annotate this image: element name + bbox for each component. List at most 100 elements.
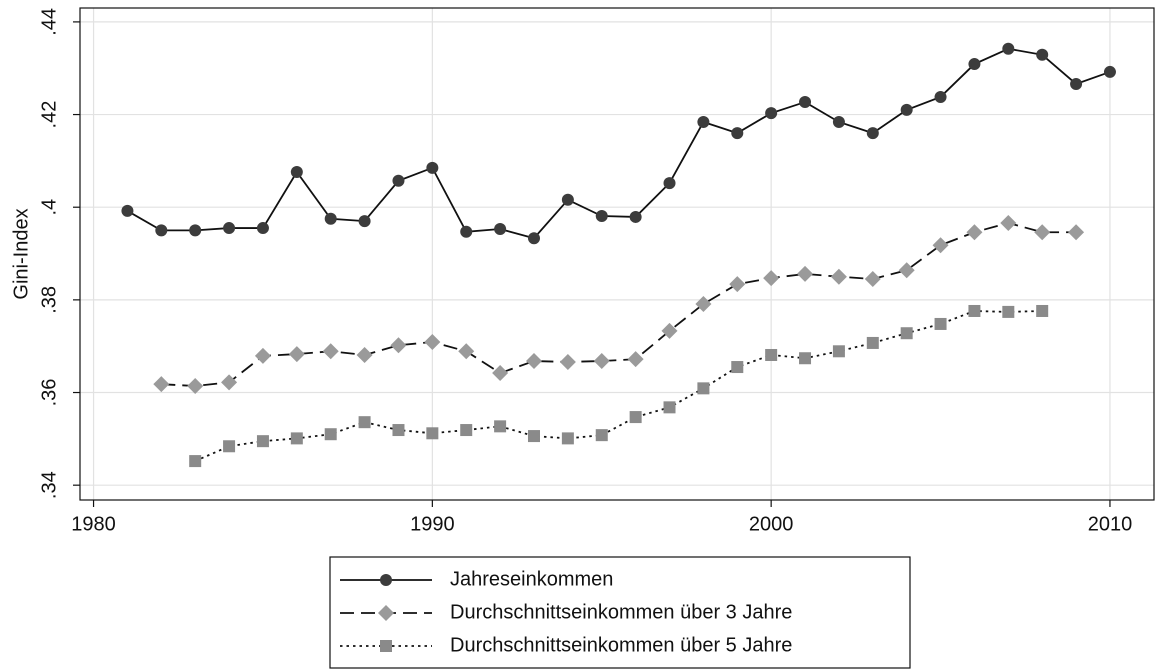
y-axis-label: Gini-Index — [10, 208, 32, 299]
data-point — [966, 224, 983, 241]
legend-marker — [380, 574, 392, 586]
data-point — [968, 304, 981, 317]
data-point — [832, 345, 845, 358]
data-point — [155, 224, 168, 237]
legend: Jahreseinkommen Durchschnittseinkommen üb… — [329, 556, 911, 669]
y-tick-label: .34 — [38, 471, 60, 499]
data-point — [1068, 224, 1085, 241]
data-point — [153, 376, 170, 393]
data-point — [1070, 77, 1083, 90]
data-point — [595, 210, 608, 223]
data-point — [424, 334, 441, 351]
data-point — [934, 317, 947, 330]
data-point — [492, 365, 509, 382]
data-point — [223, 440, 236, 453]
data-point — [799, 96, 812, 109]
legend-label: Durchschnittseinkommen über 3 Jahre — [450, 601, 792, 623]
data-point — [1002, 305, 1015, 318]
data-point — [629, 210, 642, 223]
data-point — [561, 432, 574, 445]
data-point — [898, 262, 915, 279]
data-point — [288, 346, 305, 363]
data-point — [358, 215, 371, 228]
data-point — [392, 174, 405, 187]
data-point — [900, 103, 913, 116]
data-point — [494, 420, 507, 433]
data-point — [765, 107, 778, 120]
data-point — [830, 268, 847, 285]
data-point — [187, 378, 204, 395]
data-point — [627, 351, 644, 368]
data-point — [324, 212, 337, 225]
data-point — [731, 127, 744, 140]
x-tick-label: 1990 — [410, 513, 455, 535]
data-point — [900, 327, 913, 340]
data-point — [254, 347, 271, 364]
data-point — [832, 115, 845, 128]
series-line — [194, 310, 1043, 462]
data-point — [527, 232, 540, 245]
data-point — [593, 353, 610, 370]
data-point — [1034, 224, 1051, 241]
legend-marker — [380, 640, 392, 652]
data-point — [797, 265, 814, 282]
data-point — [324, 428, 337, 441]
x-tick-label: 2010 — [1088, 513, 1133, 535]
plot-frame — [79, 7, 1155, 501]
y-tick-label: .38 — [38, 286, 60, 314]
data-point — [356, 346, 373, 363]
data-point — [729, 276, 746, 293]
data-point — [121, 204, 134, 217]
y-tick-label: .42 — [38, 101, 60, 129]
data-point — [256, 435, 269, 448]
data-point — [864, 271, 881, 288]
data-point — [559, 353, 576, 370]
data-point — [763, 270, 780, 287]
data-point — [1000, 214, 1017, 231]
x-tick-label: 2000 — [749, 513, 794, 535]
data-point — [595, 429, 608, 442]
data-point — [189, 455, 202, 468]
data-point — [561, 193, 574, 206]
y-tick-label: .36 — [38, 379, 60, 407]
data-point — [290, 432, 303, 445]
legend-label: Jahreseinkommen — [450, 568, 613, 590]
legend-marker — [378, 605, 394, 621]
series-line — [126, 47, 1111, 240]
data-point — [934, 90, 947, 103]
data-point — [695, 296, 712, 313]
data-point — [189, 224, 202, 237]
data-point — [223, 222, 236, 235]
data-point — [494, 222, 507, 235]
data-point — [968, 58, 981, 71]
data-point — [697, 115, 710, 128]
data-point — [799, 352, 812, 365]
data-point — [629, 411, 642, 424]
data-point — [866, 336, 879, 349]
data-point — [932, 237, 949, 254]
y-tick-label: .44 — [38, 8, 60, 36]
data-point — [661, 322, 678, 339]
data-point — [525, 353, 542, 370]
data-point — [290, 166, 303, 178]
data-point — [1002, 42, 1015, 55]
data-point — [460, 225, 473, 238]
data-point — [1036, 304, 1049, 317]
data-point — [663, 401, 676, 414]
data-point — [663, 177, 676, 190]
legend-label: Durchschnittseinkommen über 5 Jahre — [450, 634, 792, 656]
data-point — [527, 430, 540, 443]
data-point — [322, 343, 339, 360]
data-point — [460, 424, 473, 437]
data-point — [390, 337, 407, 354]
data-point — [221, 374, 238, 391]
data-point — [426, 161, 439, 174]
y-tick-label: .4 — [38, 199, 60, 216]
data-point — [256, 222, 269, 235]
data-point — [426, 427, 439, 440]
data-point — [866, 127, 879, 140]
data-point — [358, 416, 371, 429]
data-point — [765, 348, 778, 361]
x-tick-label: 1980 — [71, 513, 116, 535]
